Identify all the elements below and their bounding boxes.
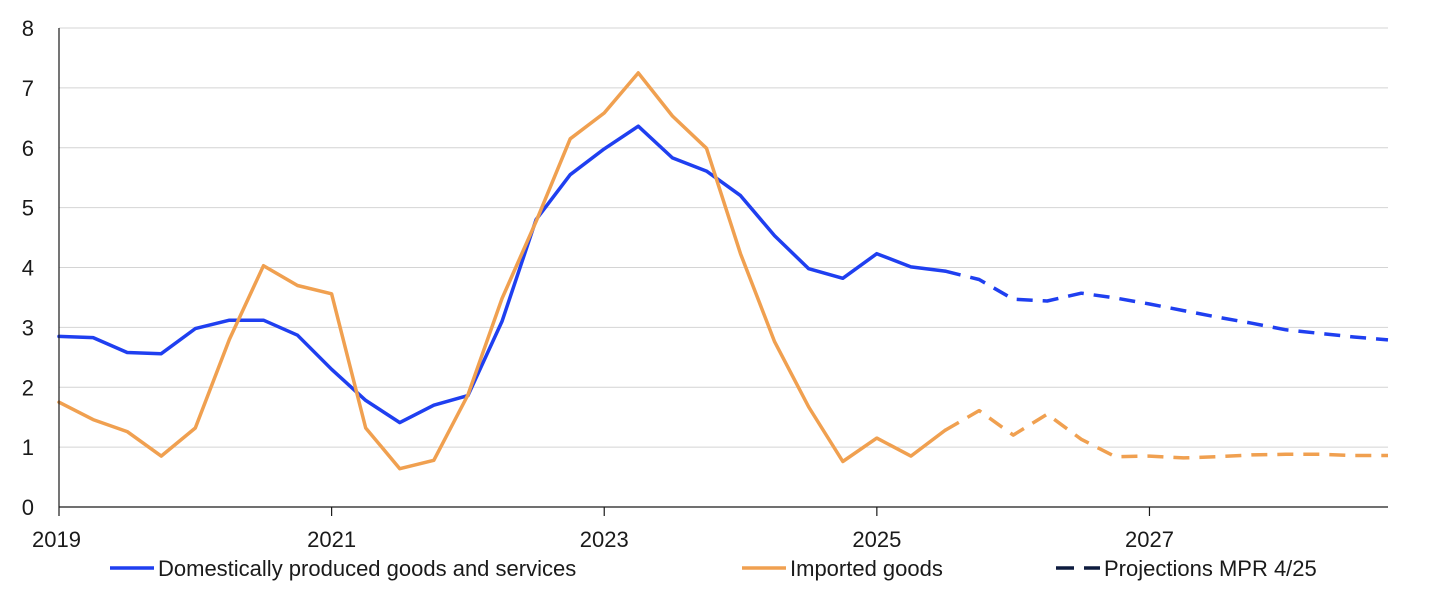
y-tick-label: 2	[22, 375, 34, 400]
series-line-imported-projection	[944, 408, 1388, 460]
legend-label: Projections MPR 4/25	[1104, 556, 1317, 581]
x-tick-label: 2021	[307, 527, 356, 552]
legend-item: Domestically produced goods and services	[110, 556, 576, 581]
y-tick-label: 8	[22, 16, 34, 41]
legend-item: Projections MPR 4/25	[1056, 556, 1317, 581]
x-tick-label: 2027	[1125, 527, 1174, 552]
x-tick-label: 2023	[580, 527, 629, 552]
series-line-domestic-actual	[57, 124, 947, 425]
x-tick-label: 2025	[852, 527, 901, 552]
y-tick-label: 5	[22, 196, 34, 221]
x-axis-ticks: 2019 2021 2023 2025 2027	[32, 507, 1174, 552]
y-tick-label: 3	[22, 315, 34, 340]
x-tick-label: 2019	[32, 527, 81, 552]
y-tick-label: 1	[22, 435, 34, 460]
legend-label: Imported goods	[790, 556, 943, 581]
legend: Domestically produced goods and services…	[110, 556, 1317, 581]
gridlines	[59, 27, 1388, 448]
legend-label: Domestically produced goods and services	[158, 556, 576, 581]
legend-item: Imported goods	[742, 556, 943, 581]
y-tick-label: 0	[22, 495, 34, 520]
y-tick-label: 7	[22, 76, 34, 101]
y-tick-label: 6	[22, 136, 34, 161]
y-tick-label: 4	[22, 256, 34, 281]
series-line-domestic-projection	[944, 269, 1389, 342]
series-lines	[57, 71, 1389, 471]
y-axis-tick-labels: 0 1 2 3 4 5 6 7 8	[22, 16, 34, 520]
series-line-imported-actual	[57, 71, 947, 471]
